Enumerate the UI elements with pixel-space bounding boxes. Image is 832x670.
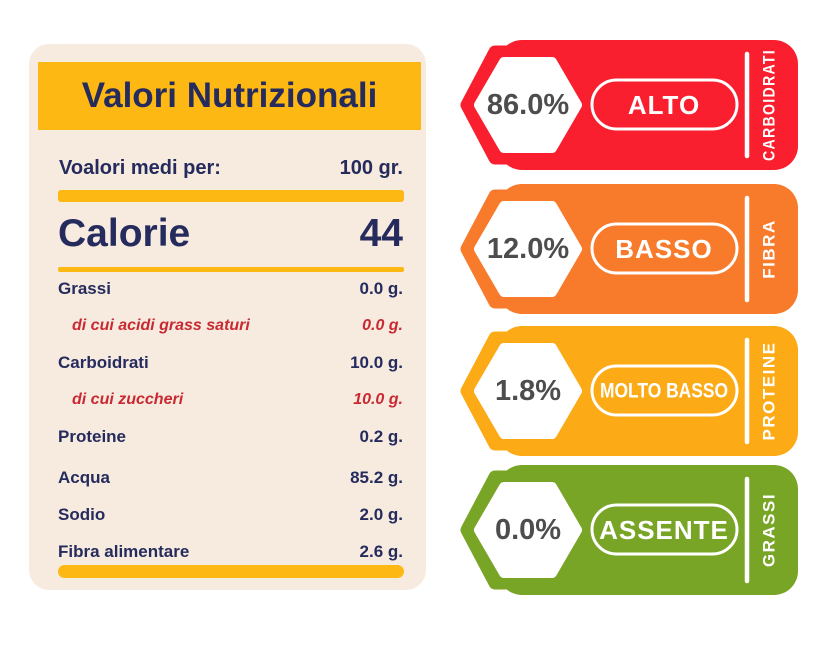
- nutrient-row-carboidrati: Carboidrati 10.0 g.: [58, 344, 403, 381]
- nutrient-value: 2.6 g.: [359, 541, 403, 561]
- level-label: MOLTO BASSO: [600, 380, 728, 403]
- nutrient-value: 10.0 g.: [350, 352, 403, 372]
- nutrient-value: 10.0 g.: [353, 390, 403, 408]
- nutrient-label: Carboidrati: [58, 352, 149, 372]
- nutrition-facts-panel: Valori Nutrizionali Voalori medi per: 10…: [29, 44, 426, 590]
- badge-graphic: 86.0% ALTO CARBOIDRATI: [460, 40, 798, 170]
- percent-value: 12.0%: [487, 233, 569, 265]
- nutrient-row-grassi: Grassi 0.0 g.: [58, 270, 403, 307]
- serving-row: Voalori medi per: 100 gr.: [59, 157, 403, 180]
- divider-bar-calories: [58, 267, 404, 272]
- nutrient-name-vertical: PROTEINE: [760, 342, 779, 441]
- nutrient-value: 0.0 g.: [362, 316, 403, 334]
- nutrient-row-sodio: Sodio 2.0 g.: [58, 496, 403, 533]
- calories-value: 44: [359, 212, 403, 255]
- nutrient-row-acqua: Acqua 85.2 g.: [58, 459, 403, 496]
- divider-bar-bottom: [58, 565, 404, 578]
- divider-bar-top: [58, 190, 404, 202]
- level-label: BASSO: [615, 234, 712, 264]
- nutrient-value: 85.2 g.: [350, 467, 403, 487]
- panel-title: Valori Nutrizionali: [81, 76, 378, 115]
- nutrient-label: Grassi: [58, 278, 111, 298]
- nutrient-row-grassi-saturi: di cui acidi grass saturi 0.0 g.: [58, 307, 403, 344]
- percent-hexagon: [474, 482, 582, 578]
- nutrient-label: di cui acidi grass saturi: [72, 316, 250, 334]
- level-pill: [590, 364, 739, 417]
- badge-graphic: 0.0% ASSENTE GRASSI: [460, 465, 798, 595]
- calories-row: Calorie 44: [58, 212, 403, 256]
- badge-graphic: 12.0% BASSO FIBRA: [460, 184, 798, 314]
- nutrient-label: Sodio: [58, 504, 106, 524]
- badge-grassi: 0.0% ASSENTE GRASSI: [458, 465, 798, 595]
- percent-hexagon: [474, 343, 582, 439]
- nutrient-row-fibra: Fibra alimentare 2.6 g.: [58, 533, 403, 570]
- percent-value: 1.8%: [495, 375, 561, 407]
- nutrient-label: Acqua: [58, 467, 110, 487]
- nutrient-label: Fibra alimentare: [58, 541, 190, 561]
- panel-title-banner: Valori Nutrizionali: [38, 62, 421, 130]
- serving-value: 100 gr.: [339, 157, 403, 179]
- badge-fibra: 12.0% BASSO FIBRA: [458, 184, 798, 314]
- nutrient-value: 2.0 g.: [359, 504, 403, 524]
- percent-hexagon: [474, 57, 582, 153]
- level-pill: [590, 222, 739, 275]
- nutrient-row-proteine: Proteine 0.2 g.: [58, 418, 403, 455]
- percent-value: 86.0%: [487, 89, 569, 121]
- level-pill: [590, 78, 739, 131]
- level-pill: [590, 503, 739, 556]
- calories-label: Calorie: [58, 212, 191, 255]
- nutrient-rows: Grassi 0.0 g. di cui acidi grass saturi …: [58, 270, 403, 570]
- nutrient-value: 0.0 g.: [359, 278, 403, 298]
- badge-proteine: 1.8% MOLTO BASSO PROTEINE: [458, 326, 798, 456]
- percent-hexagon: [474, 201, 582, 297]
- nutrient-name-vertical: FIBRA: [760, 219, 779, 278]
- nutrient-row-zuccheri: di cui zuccheri 10.0 g.: [58, 381, 403, 418]
- nutrient-label: Proteine: [58, 426, 127, 446]
- nutrient-name-vertical: CARBOIDRATI: [760, 49, 779, 161]
- badge-graphic: 1.8% MOLTO BASSO PROTEINE: [460, 326, 798, 456]
- badge-carboidrati: 86.0% ALTO CARBOIDRATI: [458, 40, 798, 170]
- level-label: ALTO: [628, 90, 700, 120]
- nutrient-name-vertical: GRASSI: [760, 493, 779, 567]
- serving-label: Voalori medi per:: [59, 157, 221, 179]
- percent-value: 0.0%: [495, 514, 561, 546]
- level-label: ASSENTE: [599, 515, 729, 545]
- nutrient-value: 0.2 g.: [359, 426, 403, 446]
- nutrient-label: di cui zuccheri: [72, 390, 184, 408]
